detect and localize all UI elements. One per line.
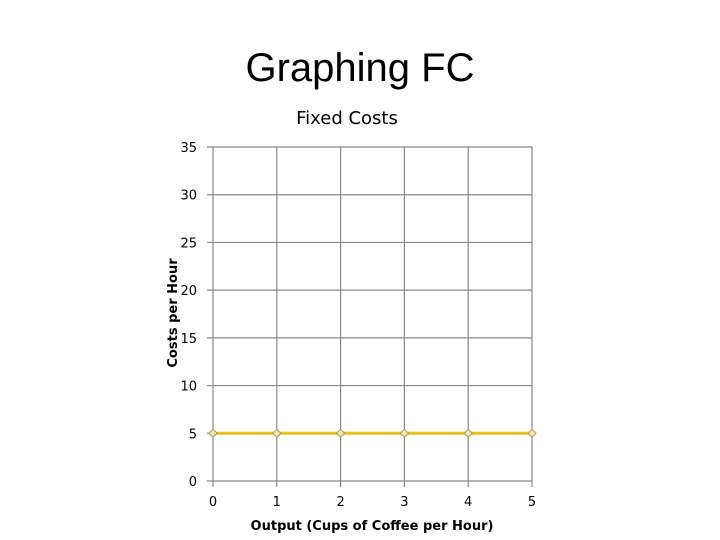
data-point-marker: [463, 428, 473, 438]
y-tick-label: 5: [189, 427, 197, 442]
data-point-marker: [399, 428, 410, 438]
y-tick-label: 30: [180, 189, 197, 204]
y-tick-label: 20: [180, 284, 197, 299]
x-tick-label: 1: [273, 495, 281, 510]
y-tick-label: 0: [189, 475, 197, 490]
x-tick-label: 0: [209, 495, 217, 510]
y-tick-label: 10: [180, 380, 197, 395]
x-tick-label: 5: [528, 495, 536, 510]
y-axis-label: Costs per Hour: [166, 258, 181, 368]
x-tick-label: 2: [336, 495, 344, 510]
y-tick-label: 25: [180, 236, 197, 251]
y-tick-label: 35: [180, 141, 197, 156]
data-point-marker: [335, 428, 346, 438]
x-axis-label: Output (Cups of Coffee per Hour): [251, 519, 494, 534]
x-tick-label: 3: [400, 495, 408, 510]
data-point-marker: [208, 428, 218, 438]
data-point-marker: [527, 428, 537, 438]
data-point-marker: [272, 428, 282, 438]
x-tick-label: 4: [464, 495, 472, 510]
chart-title: Fixed Costs: [296, 108, 398, 129]
slide-title: Graphing FC: [245, 46, 475, 90]
y-tick-label: 15: [180, 332, 197, 347]
